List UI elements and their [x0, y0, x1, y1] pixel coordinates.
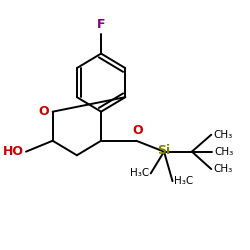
Text: CH₃: CH₃ — [213, 164, 233, 174]
Text: CH₃: CH₃ — [214, 147, 234, 157]
Text: HO: HO — [2, 145, 24, 158]
Text: O: O — [132, 124, 143, 137]
Text: Si: Si — [158, 144, 170, 157]
Text: CH₃: CH₃ — [213, 130, 233, 140]
Text: O: O — [38, 105, 49, 118]
Text: F: F — [97, 18, 105, 31]
Text: H₃C: H₃C — [130, 168, 150, 178]
Text: H₃C: H₃C — [174, 176, 193, 186]
